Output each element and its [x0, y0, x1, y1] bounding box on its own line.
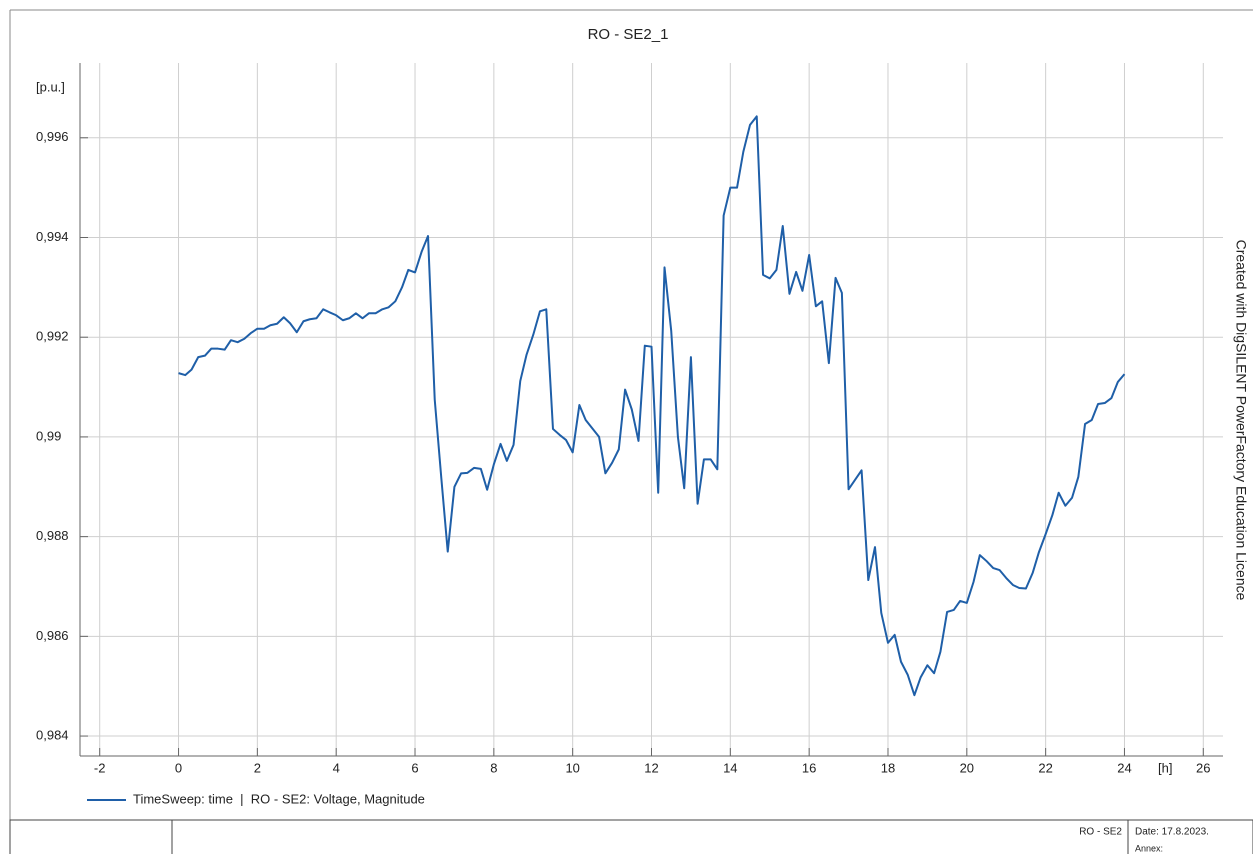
- x-tick-label: 20: [960, 760, 974, 775]
- y-tick-label: 0,988: [36, 528, 69, 543]
- x-tick-label: 14: [723, 760, 737, 775]
- y-tick-label: 0,99: [36, 428, 61, 443]
- x-tick-label: 4: [333, 760, 340, 775]
- y-unit: [p.u.]: [36, 79, 65, 94]
- footer-box: [9, 819, 1253, 854]
- x-tick-label: 22: [1038, 760, 1052, 775]
- x-tick-label: 16: [802, 760, 816, 775]
- y-tick-label: 0,996: [36, 129, 69, 144]
- x-unit: [h]: [1158, 760, 1172, 775]
- chart-title: RO - SE2_1: [588, 26, 669, 43]
- y-tick-label: 0,994: [36, 229, 69, 244]
- footer-object: RO - SE2: [1079, 827, 1122, 838]
- series-line: [178, 115, 1126, 697]
- x-tick-label: 2: [254, 760, 261, 775]
- x-tick-label: 10: [565, 760, 579, 775]
- watermark: Created with DigSILENT PowerFactory Educ…: [1233, 240, 1249, 601]
- x-tick-label: 18: [881, 760, 895, 775]
- x-tick-label: 12: [644, 760, 658, 775]
- x-tick-label: 0: [175, 760, 182, 775]
- x-tick-label: 24: [1117, 760, 1131, 775]
- x-tick-label: 26: [1196, 760, 1210, 775]
- footer-annex: Annex:: [1135, 843, 1163, 853]
- y-tick-label: 0,986: [36, 628, 69, 643]
- footer-date: Date: 17.8.2023.: [1135, 827, 1209, 838]
- y-tick-label: 0,984: [36, 727, 69, 742]
- legend-label: TimeSweep: time | RO - SE2: Voltage, Mag…: [133, 791, 425, 806]
- x-tick-label: -2: [94, 760, 106, 775]
- x-tick-label: 6: [411, 760, 418, 775]
- x-tick-label: 8: [490, 760, 497, 775]
- y-tick-label: 0,992: [36, 329, 69, 344]
